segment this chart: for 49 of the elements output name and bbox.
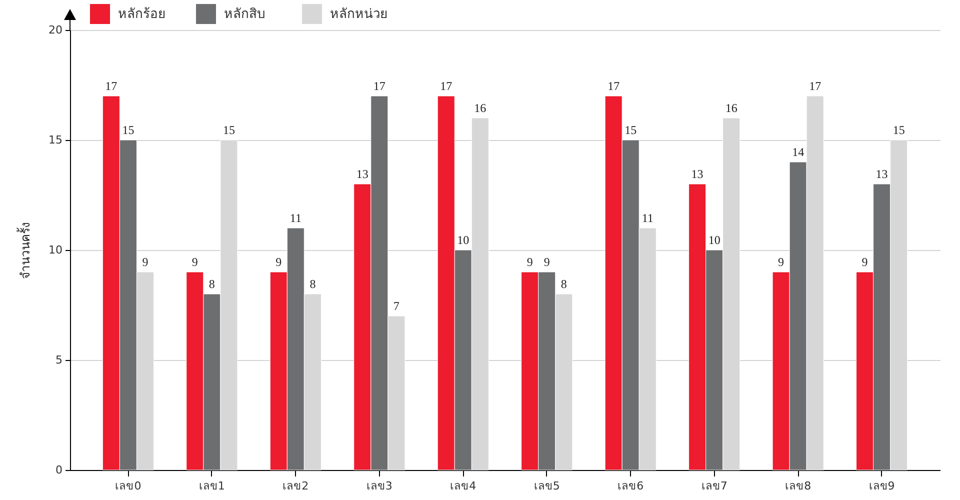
data-label: 13 (356, 167, 368, 181)
data-label: 17 (373, 79, 386, 93)
data-label: 9 (526, 255, 533, 269)
data-label: 13 (691, 167, 704, 181)
x-tick-label: เลข4 (450, 480, 476, 492)
data-label: 15 (892, 123, 905, 137)
data-label: 8 (310, 277, 316, 291)
data-label: 15 (222, 123, 235, 137)
x-tick-label: เลข9 (868, 480, 895, 492)
data-label: 17 (809, 79, 822, 93)
data-label: 7 (393, 299, 400, 313)
data-label: 8 (560, 277, 567, 291)
data-label: 9 (192, 255, 198, 269)
data-label: 9 (276, 255, 282, 269)
data-label: 9 (544, 255, 550, 269)
data-label: 10 (457, 233, 470, 247)
x-tick-label: เลข6 (618, 480, 644, 492)
data-label: 15 (122, 123, 134, 137)
data-label: 17 (105, 79, 118, 93)
data-label: 11 (642, 211, 654, 225)
y-tick-label: 15 (48, 134, 62, 146)
data-label: 16 (725, 101, 738, 115)
data-label: 16 (474, 101, 486, 115)
y-tick-label: 0 (56, 464, 62, 476)
data-label: 8 (208, 277, 215, 291)
data-label: 10 (708, 233, 720, 247)
legend-label: หลักสิบ (224, 7, 265, 22)
x-tick-label: เลข2 (282, 480, 309, 492)
x-tick-label: เลข7 (701, 480, 728, 492)
legend-label: หลักร้อย (118, 7, 166, 22)
data-label: 11 (290, 211, 302, 225)
data-label: 9 (862, 255, 868, 269)
data-label: 13 (876, 167, 888, 181)
data-label: 14 (792, 145, 804, 159)
y-axis-title: จำนวนครั้ง (16, 222, 33, 279)
x-tick-label: เลข0 (115, 480, 142, 492)
data-label: 17 (440, 79, 452, 93)
data-label: 9 (778, 255, 784, 269)
x-tick-label: เลข5 (534, 480, 560, 492)
y-tick-label: 20 (48, 24, 62, 36)
y-tick-label: 10 (48, 244, 62, 256)
x-tick-label: เลข3 (366, 480, 392, 492)
x-tick-label: เลข1 (198, 480, 225, 492)
legend-label: หลักหน่วย (330, 7, 388, 22)
x-tick-label: เลข8 (785, 480, 812, 492)
y-tick-label: 5 (56, 354, 62, 366)
data-label: 15 (624, 123, 637, 137)
data-label: 9 (142, 255, 148, 269)
data-label: 17 (608, 79, 620, 93)
